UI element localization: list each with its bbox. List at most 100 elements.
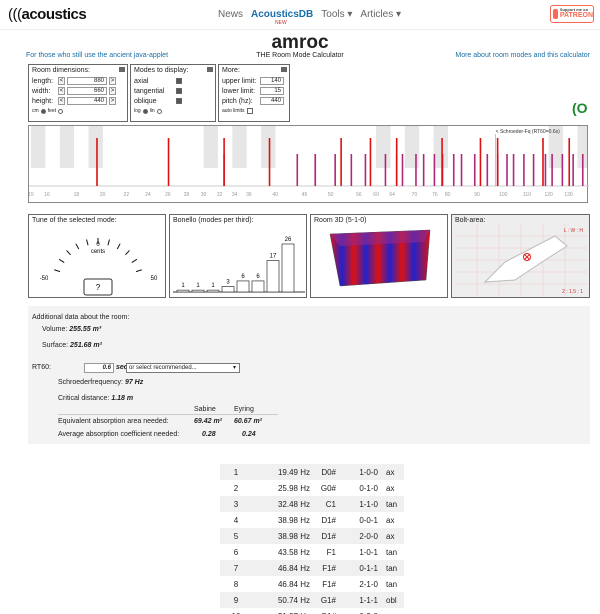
mode-row[interactable]: 4 38.98 Hz D1# 0-0-1 ax bbox=[220, 512, 404, 528]
mode-bar-axial bbox=[496, 138, 499, 186]
spectrum-tick-label: 20 bbox=[100, 192, 106, 198]
patreon-icon bbox=[553, 9, 558, 19]
mode-cell: 43.58 Hz bbox=[277, 547, 310, 557]
mode-bar-other bbox=[486, 154, 489, 186]
bolt-area-chart: L : W : H 2 : 1.5 : 1 bbox=[455, 224, 587, 296]
mode-bar-axial bbox=[96, 138, 98, 186]
nav-articles[interactable]: Articles ▾ bbox=[360, 9, 402, 20]
mode-row[interactable]: 9 50.74 Hz G1# 1-1-1 obl bbox=[220, 592, 404, 608]
mode-cell: 51.97 Hz bbox=[252, 608, 314, 614]
unit-cm-label: cm bbox=[32, 108, 39, 114]
avg-sabine-value: 0.28 bbox=[202, 431, 216, 438]
tune-minus-label: -50 bbox=[40, 276, 49, 282]
bolt-panel: Bolt-area: L : W : H 2 : 1.5 : 1 bbox=[451, 214, 590, 298]
mode-row[interactable]: 3 32.48 Hz C1 1-1-0 tan bbox=[220, 496, 404, 512]
room-dimensions-panel: Room dimensions: length: <880 > width: <660… bbox=[28, 64, 128, 122]
auto-limits-checkbox[interactable] bbox=[246, 108, 253, 114]
patreon-button[interactable]: Support me on PATREON bbox=[550, 5, 594, 23]
mode-cell: tan bbox=[382, 496, 404, 512]
bonello-bar bbox=[236, 280, 250, 293]
java-applet-link[interactable]: For those who still use the ancient java… bbox=[26, 52, 169, 59]
axial-checkbox[interactable] bbox=[176, 78, 182, 84]
mode-cell: ax bbox=[382, 528, 404, 544]
panel-close-icon[interactable] bbox=[207, 67, 213, 72]
site-logo[interactable]: (((acoustics bbox=[8, 6, 87, 23]
width-increase-button[interactable]: > bbox=[109, 87, 116, 95]
spectrum-tick-label: 60 bbox=[373, 192, 379, 198]
unit-cm-radio[interactable] bbox=[40, 108, 46, 114]
tune-zero-label: 0 bbox=[96, 242, 100, 248]
nav-acousticsdb[interactable]: AcousticsDB NEW bbox=[251, 9, 314, 26]
width-label: width: bbox=[32, 87, 51, 95]
pitch-label: pitch (hz): bbox=[222, 97, 253, 105]
height-decrease-button[interactable]: < bbox=[58, 97, 65, 105]
mode-cell: 6 bbox=[233, 547, 239, 557]
mode-row[interactable]: 6 43.58 Hz F1 1-0-1 tan bbox=[220, 544, 404, 560]
additional-data-panel: Additional data about the room: Volume: … bbox=[28, 306, 590, 444]
height-input[interactable]: 440 bbox=[67, 97, 107, 105]
bonello-bar-label: 26 bbox=[285, 237, 292, 243]
width-decrease-button[interactable]: < bbox=[58, 87, 65, 95]
room3d-panel: Room 3D (5-1-0) bbox=[310, 214, 448, 298]
nav-tools[interactable]: Tools ▾ bbox=[321, 9, 353, 20]
modes-table: 1 19.49 Hz D0# 1-0-0 ax 2 25.98 Hz G0# 0-1-0 ax 3 3… bbox=[220, 464, 404, 614]
bonello-bar-label: 6 bbox=[256, 274, 260, 280]
mode-row[interactable]: 2 25.98 Hz G0# 0-1-0 ax bbox=[220, 480, 404, 496]
room3d-ceiling bbox=[330, 230, 430, 246]
mode-bar-other bbox=[512, 154, 515, 186]
room3d-view[interactable] bbox=[314, 224, 446, 296]
mode-cell: 10 bbox=[220, 608, 252, 614]
additional-title: Additional data about the room: bbox=[32, 314, 130, 321]
bonello-bar bbox=[221, 286, 235, 293]
length-decrease-button[interactable]: < bbox=[58, 77, 65, 85]
log-radio[interactable] bbox=[142, 108, 148, 114]
mode-cell: D0# bbox=[314, 464, 340, 480]
mode-cell: 9 bbox=[220, 592, 252, 608]
surface-value: 251.68 m² bbox=[70, 342, 102, 349]
mode-bar-other bbox=[384, 154, 387, 186]
more-info-link[interactable]: More about room modes and this calculato… bbox=[455, 52, 590, 59]
length-increase-button[interactable]: > bbox=[109, 77, 116, 85]
mode-cell: obl bbox=[382, 592, 404, 608]
rt60-unit: sec bbox=[116, 364, 128, 371]
mode-cell: ax bbox=[386, 483, 395, 493]
mode-bar-other bbox=[561, 154, 564, 186]
length-input[interactable]: 880 bbox=[67, 77, 107, 85]
mode-row[interactable]: 1 19.49 Hz D0# 1-0-0 ax bbox=[220, 464, 404, 480]
nav-news[interactable]: News bbox=[218, 9, 244, 20]
length-label: length: bbox=[32, 77, 54, 85]
unit-feet-radio[interactable] bbox=[58, 108, 64, 114]
recommended-select[interactable]: or select recommended... bbox=[126, 363, 240, 373]
spectrum-tick-label: 28 bbox=[184, 192, 190, 198]
mode-bar-other bbox=[314, 154, 317, 186]
mode-cell: 19.49 Hz bbox=[252, 464, 314, 480]
spectrum-tick-label: 50 bbox=[328, 192, 334, 198]
log-label: log bbox=[134, 108, 141, 114]
panel-close-icon[interactable] bbox=[281, 67, 287, 72]
lin-radio[interactable] bbox=[156, 108, 162, 114]
mode-row[interactable]: 8 46.84 Hz F1# 2-1-0 tan bbox=[220, 576, 404, 592]
width-input[interactable]: 660 bbox=[67, 87, 107, 95]
spectrum-tick-label: 22 bbox=[124, 192, 130, 198]
mode-cell: 0-1-0 bbox=[359, 483, 378, 493]
bolt-area-shape bbox=[483, 235, 568, 283]
mode-cell: D1# bbox=[314, 528, 340, 544]
mode-spectrum[interactable]: 15 16 18 20 22 24 26 28 30 32 34 36 40 45 50 56 60 64 70 76… bbox=[28, 125, 589, 203]
mode-row[interactable]: 5 38.98 Hz D1# 2-0-0 ax bbox=[220, 528, 404, 544]
height-increase-button[interactable]: > bbox=[109, 97, 116, 105]
mode-bar-axial bbox=[395, 138, 398, 186]
upper-limit-input[interactable]: 140 bbox=[260, 77, 284, 85]
upper-limit-label: upper limit: bbox=[222, 77, 257, 85]
oblique-checkbox[interactable] bbox=[176, 98, 182, 104]
panel-close-icon[interactable] bbox=[119, 67, 125, 72]
eq-area-label: Equivalent absorption area needed: bbox=[58, 418, 169, 425]
lower-limit-input[interactable]: 15 bbox=[260, 87, 284, 95]
pitch-input[interactable]: 440 bbox=[260, 97, 284, 105]
mode-row[interactable]: 7 46.84 Hz F1# 0-1-1 tan bbox=[220, 560, 404, 576]
mode-cell: 5 bbox=[220, 528, 252, 544]
rt60-input[interactable]: 0.6 bbox=[84, 363, 114, 373]
tangential-checkbox[interactable] bbox=[176, 88, 182, 94]
schroeder-row: Schroederfrequency: 97 Hz bbox=[58, 379, 144, 386]
loading-indicator: (O bbox=[572, 100, 588, 116]
